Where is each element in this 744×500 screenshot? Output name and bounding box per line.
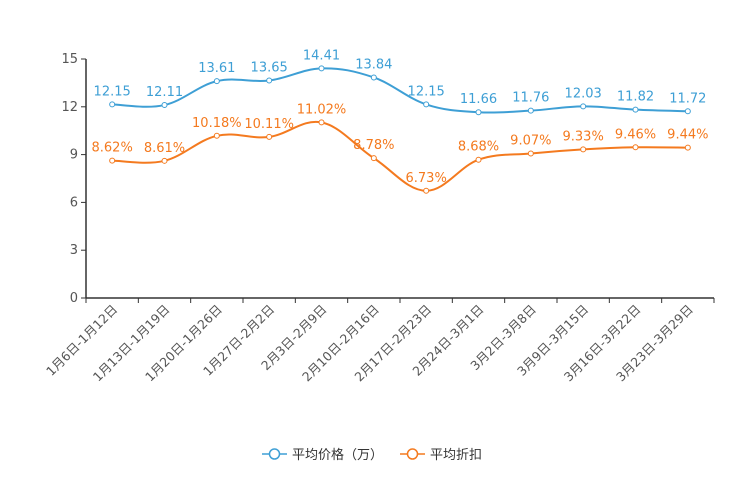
data-point — [161, 102, 168, 109]
data-label: 10.11% — [244, 117, 294, 132]
data-point — [266, 77, 273, 84]
data-label: 13.84 — [355, 57, 392, 72]
data-label: 9.44% — [667, 128, 708, 143]
y-tick-label: 3 — [70, 243, 78, 258]
data-label: 12.15 — [94, 84, 131, 99]
legend[interactable]: 平均价格（万） 平均折扣 — [262, 447, 482, 463]
data-point — [109, 101, 116, 108]
data-label: 11.66 — [460, 92, 497, 107]
data-point — [632, 106, 639, 113]
data-label: 11.72 — [669, 91, 706, 106]
legend-label: 平均折扣 — [430, 448, 482, 463]
data-point — [527, 150, 534, 157]
data-point — [423, 187, 430, 194]
y-tick-label: 6 — [70, 195, 78, 210]
data-point — [109, 157, 116, 164]
data-label: 6.73% — [406, 171, 447, 186]
data-point — [423, 101, 430, 108]
data-label: 9.07% — [510, 133, 551, 148]
series-0: 12.15 12.11 13.61 13.65 14.41 13.84 12.15 11.66… — [94, 48, 706, 116]
legend-item-0[interactable]: 平均价格（万） — [262, 447, 383, 463]
data-label: 13.65 — [251, 61, 288, 76]
data-label: 8.68% — [458, 140, 499, 155]
data-label: 13.61 — [198, 61, 235, 76]
data-point — [632, 144, 639, 151]
data-label: 11.76 — [512, 91, 549, 106]
series-1: 8.62% 8.61% 10.18% 10.11%11.02% 8.78% 6.73% 8.… — [92, 102, 708, 194]
legend-item-1[interactable]: 平均折扣 — [400, 448, 482, 463]
data-point — [580, 103, 587, 110]
legend-marker-icon — [268, 448, 281, 460]
data-label: 11.82 — [617, 90, 654, 105]
legend-label: 平均价格（万） — [292, 447, 383, 463]
series-line — [112, 67, 688, 114]
y-tick-label: 15 — [61, 52, 78, 67]
data-point — [370, 155, 377, 162]
data-point — [370, 74, 377, 81]
data-label: 8.78% — [353, 138, 394, 153]
data-point — [213, 78, 220, 85]
data-label: 14.41 — [303, 48, 340, 63]
axes: 036912151月6日-1月12日1月13日-1月19日1月20日-1月26日… — [43, 52, 715, 384]
data-point — [318, 119, 325, 126]
data-label: 9.33% — [563, 129, 604, 144]
data-point — [266, 133, 273, 140]
data-point — [475, 109, 482, 116]
data-point — [527, 107, 534, 114]
data-point — [684, 144, 691, 151]
data-label: 10.18% — [192, 116, 242, 131]
data-point — [684, 108, 691, 115]
data-label: 12.11 — [146, 85, 183, 100]
data-label: 8.62% — [92, 141, 133, 156]
data-point — [161, 157, 168, 164]
y-tick-label: 0 — [70, 291, 78, 306]
data-point — [475, 156, 482, 163]
data-point — [318, 65, 325, 72]
data-label: 12.03 — [565, 86, 602, 101]
y-tick-label: 12 — [61, 100, 78, 115]
data-point — [580, 146, 587, 153]
legend-marker-icon — [406, 448, 419, 460]
data-label: 8.61% — [144, 141, 185, 156]
data-label: 12.15 — [408, 84, 445, 99]
series-layer: 12.15 12.11 13.61 13.65 14.41 13.84 12.15 11.66… — [92, 48, 708, 194]
data-label: 9.46% — [615, 127, 656, 142]
data-label: 11.02% — [297, 102, 347, 117]
data-point — [213, 132, 220, 139]
y-tick-label: 9 — [70, 148, 78, 163]
